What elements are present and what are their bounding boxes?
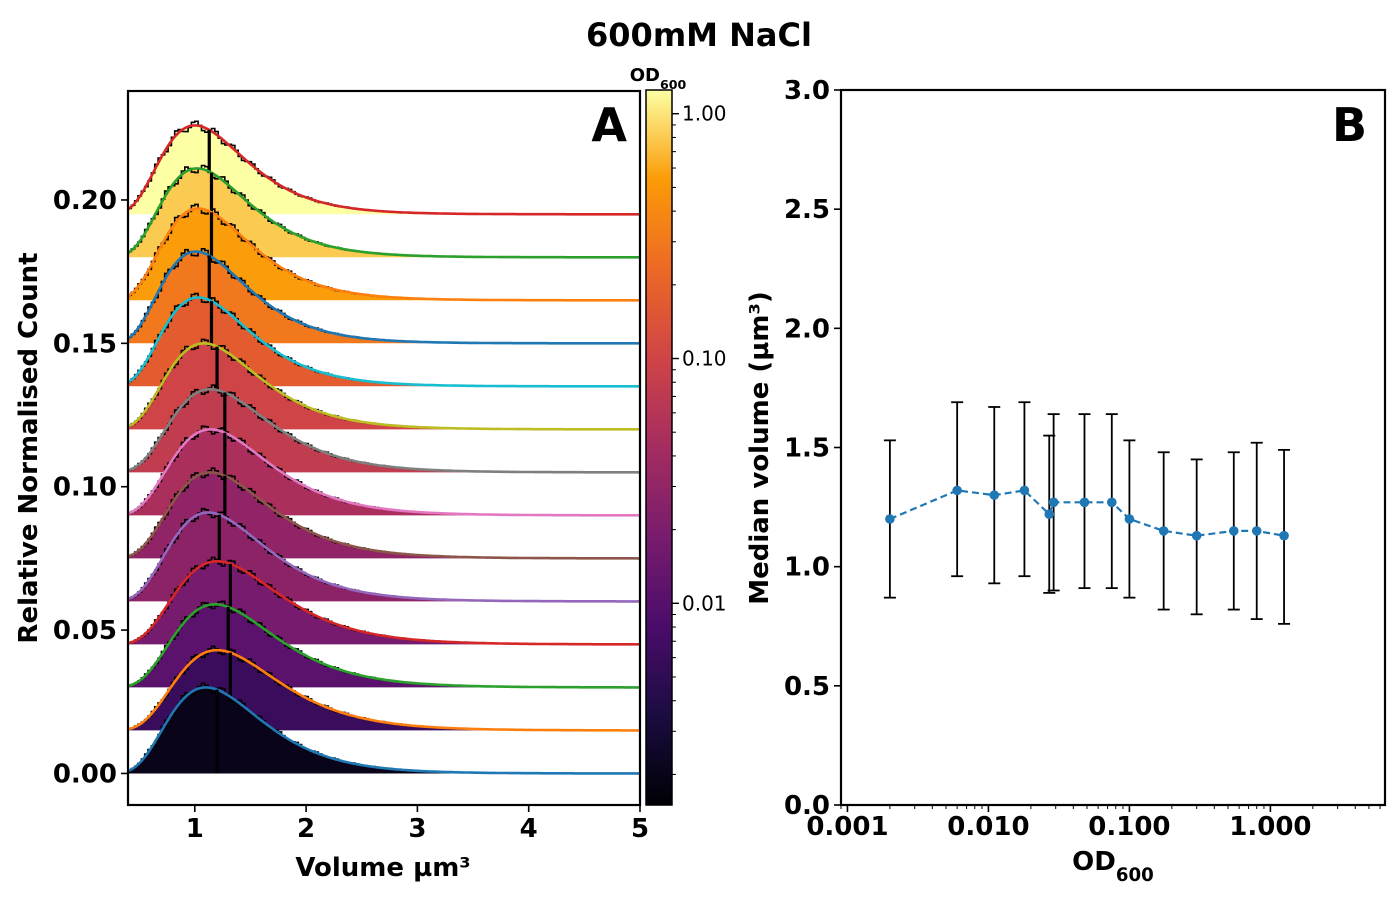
colorbar-gradient bbox=[645, 89, 673, 806]
ridge-fit-curve bbox=[128, 296, 640, 388]
ridge-fill bbox=[128, 650, 640, 731]
y-tick-label: 0.15 bbox=[53, 329, 117, 359]
ridge-fit-curve bbox=[128, 686, 640, 775]
y-tick-label: 0.10 bbox=[53, 473, 117, 503]
y-tick-label: 0.05 bbox=[53, 616, 117, 646]
x-tick-label: 0.010 bbox=[947, 812, 1029, 842]
colorbar: 0.01 0.10 1.00 OD600 bbox=[630, 65, 727, 806]
panel-a-y-axis-label: Relative Normalised Count bbox=[14, 252, 44, 643]
median-point bbox=[1191, 530, 1202, 541]
x-tick-label: 1.000 bbox=[1229, 812, 1311, 842]
median-point bbox=[989, 490, 1000, 500]
median-point bbox=[885, 514, 895, 524]
panel-b-x-axis-label: OD600 bbox=[1072, 847, 1154, 886]
panel-b-plot-area bbox=[883, 401, 1291, 625]
y-tick-label: 1.0 bbox=[784, 553, 830, 583]
ridge-fit-curve bbox=[128, 511, 640, 603]
ridge-od-0.002 bbox=[128, 682, 640, 775]
median-point bbox=[1019, 485, 1030, 496]
y-tick-label: 2.5 bbox=[784, 195, 830, 225]
panel-a-frame bbox=[126, 89, 642, 807]
ridge-fill bbox=[128, 251, 640, 344]
x-tick-label: 3 bbox=[408, 814, 426, 844]
x-tick-label: 5 bbox=[631, 814, 649, 844]
colorbar-ticks: 0.01 0.10 1.00 bbox=[672, 102, 727, 775]
ridge-fill bbox=[128, 389, 640, 473]
ridge-fill bbox=[128, 429, 640, 516]
ridge-fit-curve bbox=[128, 560, 640, 646]
ridge-od-0.048 bbox=[128, 425, 640, 517]
ridge-fill bbox=[128, 208, 640, 301]
median-point bbox=[1044, 509, 1055, 520]
colorbar-tick-label: 0.01 bbox=[682, 591, 727, 615]
ridge-fit-curve bbox=[128, 207, 640, 302]
panel-a-x-axis-label: Volume µm³ bbox=[295, 853, 470, 883]
ridge-fit-curve bbox=[128, 471, 640, 560]
median-series-line bbox=[889, 489, 1285, 537]
ridge-fill bbox=[128, 472, 640, 559]
median-point bbox=[1124, 514, 1135, 524]
panel-b-y-axis-label: Median volume (µm³) bbox=[745, 291, 775, 605]
median-point bbox=[1228, 526, 1239, 536]
median-point bbox=[1251, 526, 1262, 536]
y-tick-label: 0.00 bbox=[53, 759, 117, 789]
ridge-fit-curve bbox=[128, 341, 640, 431]
median-point bbox=[1279, 530, 1289, 541]
x-tick-label: 4 bbox=[520, 814, 538, 844]
ridge-fit-curve bbox=[128, 250, 640, 345]
ridge-fill bbox=[128, 125, 640, 215]
median-point bbox=[952, 485, 962, 496]
panel-b-frame bbox=[839, 88, 1387, 807]
colorbar-tick-label: 1.00 bbox=[682, 102, 727, 126]
colorbar-label: OD600 bbox=[630, 65, 687, 92]
ridge-fill bbox=[128, 168, 640, 258]
figure-title: 600mM NaCl bbox=[586, 16, 812, 54]
panel-a-label: A bbox=[591, 98, 627, 152]
y-tick-label: 0.5 bbox=[784, 672, 830, 702]
ridge-plot-area bbox=[128, 120, 640, 775]
y-tick-label: 1.5 bbox=[784, 434, 830, 464]
colorbar-tick-label: 0.10 bbox=[682, 347, 727, 371]
x-tick-label: 1 bbox=[186, 814, 204, 844]
ridge-fill bbox=[128, 343, 640, 430]
median-point bbox=[1048, 497, 1059, 508]
panel-b-label: B bbox=[1332, 98, 1367, 152]
ridge-fit-curve bbox=[128, 602, 640, 689]
y-tick-label: 0.20 bbox=[53, 186, 117, 216]
x-tick-label: 0.100 bbox=[1088, 812, 1170, 842]
ridge-fill bbox=[128, 687, 640, 774]
ridge-fill bbox=[128, 297, 640, 387]
median-point bbox=[1079, 497, 1090, 508]
panel-a-ridgeline-chart: 1 2 3 4 5 0.00 0.05 0.10 0.15 0.20 A Volume µm³ R… bbox=[14, 65, 727, 883]
ridge-fit-curve bbox=[128, 648, 640, 732]
ridge-fit-curve bbox=[128, 428, 640, 517]
y-tick-label: 3.0 bbox=[784, 76, 830, 106]
panel-b-scatter-chart: 0.001 0.010 0.100 1.000 0.0 0.5 1.0 1.5 2.0 2.5 3.… bbox=[745, 76, 1387, 886]
ridge-fit-curve bbox=[128, 167, 640, 259]
y-tick-label: 0.0 bbox=[784, 791, 830, 821]
ridge-fit-curve bbox=[128, 124, 640, 216]
x-tick-label: 2 bbox=[297, 814, 315, 844]
y-tick-label: 2.0 bbox=[784, 314, 830, 344]
median-point bbox=[1106, 497, 1117, 508]
x-tick-label: 0.001 bbox=[806, 812, 888, 842]
ridge-fit-curve bbox=[128, 387, 640, 474]
panel-a-axes: 1 2 3 4 5 0.00 0.05 0.10 0.15 0.20 bbox=[53, 89, 649, 844]
median-point bbox=[1158, 526, 1169, 536]
panel-b-axes: 0.001 0.010 0.100 1.000 0.0 0.5 1.0 1.5 2.0 2.5 3.… bbox=[784, 76, 1387, 842]
